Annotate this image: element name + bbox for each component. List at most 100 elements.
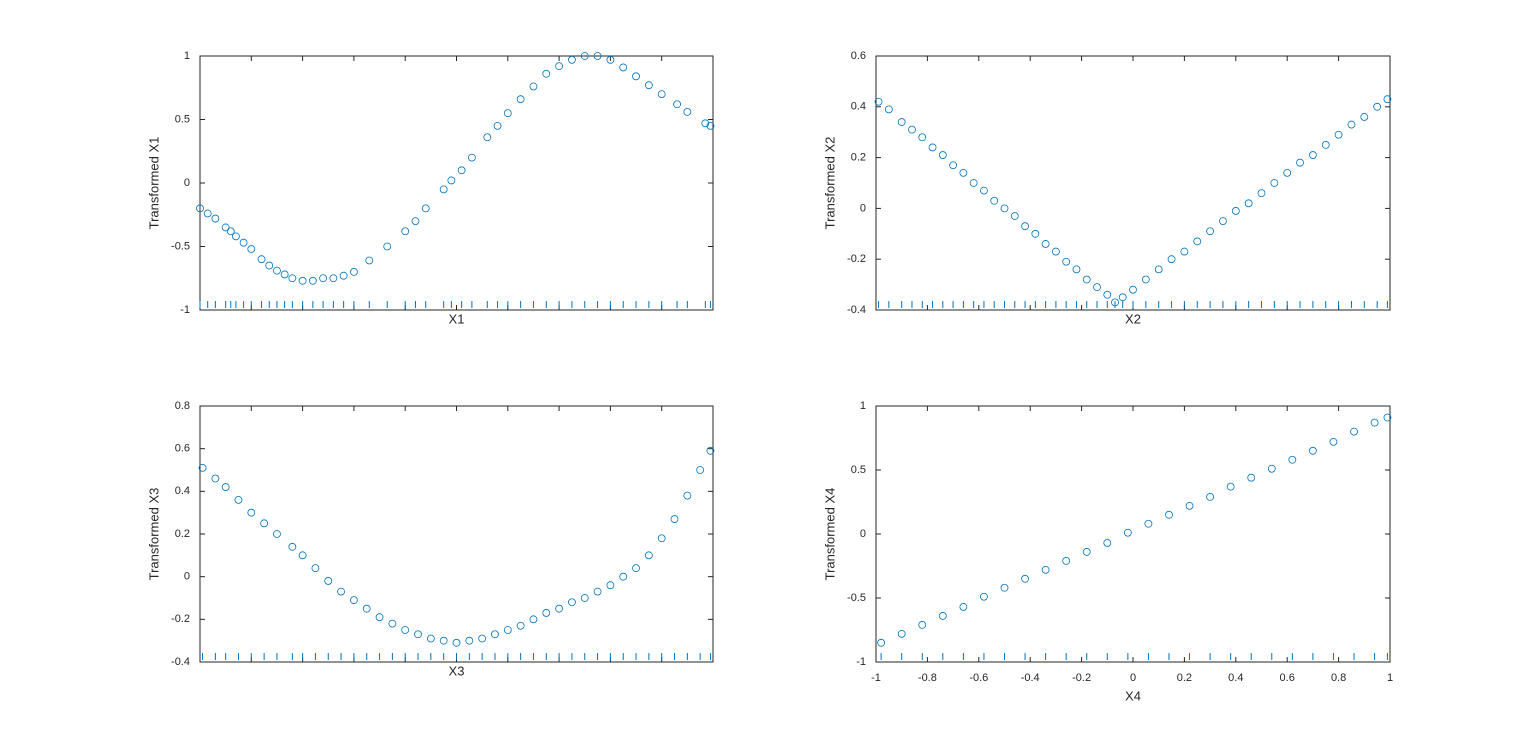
point bbox=[897, 118, 906, 126]
y-axis-label: Transformed X1 bbox=[146, 137, 161, 230]
point bbox=[457, 166, 466, 175]
point bbox=[1219, 217, 1227, 226]
y-tick-label: 0.6 bbox=[851, 50, 866, 62]
point bbox=[555, 62, 563, 71]
point bbox=[298, 276, 307, 285]
point bbox=[1000, 583, 1009, 592]
point bbox=[529, 615, 538, 624]
point bbox=[221, 483, 230, 491]
point bbox=[706, 121, 715, 130]
point bbox=[329, 274, 338, 283]
point bbox=[1111, 298, 1119, 307]
point bbox=[1010, 212, 1019, 220]
point bbox=[298, 551, 307, 560]
point bbox=[362, 604, 371, 613]
subplot: -1 -0.5 0 0.5 1 X1 Transformed X1 bbox=[146, 50, 715, 326]
point bbox=[884, 105, 893, 114]
point bbox=[337, 587, 345, 596]
point bbox=[938, 151, 947, 159]
point bbox=[632, 564, 640, 573]
point bbox=[226, 227, 235, 236]
point bbox=[503, 626, 512, 634]
point bbox=[247, 508, 256, 517]
point bbox=[673, 100, 681, 109]
point bbox=[1329, 437, 1338, 446]
point bbox=[568, 598, 576, 607]
point bbox=[980, 592, 988, 601]
y-tick-label: 0.8 bbox=[175, 400, 190, 412]
point bbox=[959, 168, 968, 177]
point bbox=[632, 72, 640, 81]
y-tick-label: -0.5 bbox=[171, 240, 190, 252]
point bbox=[877, 638, 886, 647]
x-axis-label: X4 bbox=[1125, 688, 1141, 703]
y-tick-label: -1 bbox=[856, 656, 866, 668]
y-tick-label: 0 bbox=[860, 528, 866, 540]
point bbox=[593, 587, 602, 596]
point bbox=[1062, 556, 1071, 565]
x-axis-label: X2 bbox=[1125, 311, 1141, 326]
point bbox=[529, 82, 538, 91]
point bbox=[1000, 204, 1009, 213]
point bbox=[1041, 240, 1050, 248]
y-tick-label: 0 bbox=[860, 202, 866, 214]
point bbox=[1052, 247, 1060, 256]
point bbox=[1350, 427, 1358, 436]
point bbox=[949, 161, 957, 170]
x-tick-label: -0.6 bbox=[969, 672, 988, 684]
x-axis-label: X3 bbox=[449, 663, 465, 678]
x-tick-label: 0.2 bbox=[1177, 672, 1192, 684]
x-tick-label: 1 bbox=[1387, 672, 1393, 684]
y-tick-label: -0.4 bbox=[847, 304, 866, 316]
point bbox=[375, 613, 384, 622]
point bbox=[969, 179, 978, 187]
point bbox=[1370, 418, 1379, 427]
point bbox=[467, 153, 476, 162]
point bbox=[1334, 130, 1343, 139]
point bbox=[1283, 168, 1292, 177]
point bbox=[1226, 482, 1235, 491]
point bbox=[411, 217, 420, 226]
y-tick-label: 0.6 bbox=[175, 443, 190, 455]
point bbox=[273, 266, 281, 275]
point bbox=[198, 463, 207, 472]
point bbox=[308, 276, 317, 285]
point bbox=[897, 629, 906, 638]
point bbox=[1082, 275, 1091, 284]
point bbox=[555, 604, 563, 613]
point bbox=[1206, 227, 1214, 236]
point bbox=[644, 81, 653, 90]
point bbox=[1231, 207, 1240, 215]
point bbox=[1309, 151, 1317, 159]
y-tick-label: 0 bbox=[184, 571, 190, 583]
point bbox=[1270, 179, 1279, 187]
point bbox=[1103, 539, 1112, 547]
y-tick-label: 0.4 bbox=[175, 485, 190, 497]
point bbox=[1180, 247, 1189, 256]
point bbox=[503, 109, 512, 118]
point bbox=[311, 564, 320, 573]
point bbox=[273, 530, 281, 538]
point bbox=[1309, 446, 1317, 455]
y-tick-label: -0.2 bbox=[847, 253, 866, 265]
y-axis-label: Transformed X4 bbox=[822, 488, 837, 581]
point bbox=[1321, 140, 1330, 149]
point bbox=[706, 446, 715, 455]
y-tick-label: -0.2 bbox=[171, 613, 190, 625]
point bbox=[1041, 565, 1050, 574]
point bbox=[1062, 257, 1071, 266]
point bbox=[257, 255, 266, 264]
point bbox=[388, 619, 397, 628]
point bbox=[938, 612, 947, 620]
point bbox=[1360, 113, 1369, 121]
point bbox=[874, 97, 883, 106]
point bbox=[439, 636, 448, 645]
point bbox=[657, 534, 666, 543]
point bbox=[959, 603, 968, 611]
point bbox=[918, 133, 927, 142]
point bbox=[1257, 189, 1266, 198]
point bbox=[265, 261, 274, 270]
point bbox=[1118, 293, 1127, 302]
